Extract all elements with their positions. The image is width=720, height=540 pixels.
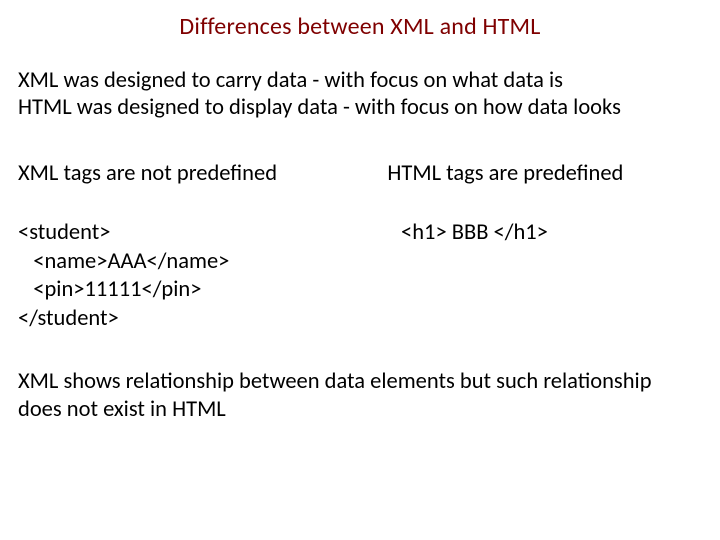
- xml-code-line-4: </student>: [18, 305, 401, 334]
- xml-tags-heading: XML tags are not predefined: [18, 160, 387, 187]
- xml-code-line-2: <name>AAA</name>: [18, 248, 401, 277]
- html-tags-heading: HTML tags are predefined: [387, 160, 702, 187]
- tags-col-xml: XML tags are not predefined: [18, 160, 387, 187]
- xml-code-line-3: <pin>11111</pin>: [18, 276, 401, 305]
- intro-line-html: HTML was designed to display data - with…: [18, 94, 702, 121]
- slide-title: Differences between XML and HTML: [18, 12, 702, 41]
- footer-block: XML shows relationship between data elem…: [18, 368, 702, 423]
- xml-code-line-1: <student>: [18, 219, 401, 248]
- tags-row: XML tags are not predefined HTML tags ar…: [18, 160, 702, 187]
- html-code-line-1: <h1> BBB </h1>: [401, 219, 702, 248]
- code-row: <student> <name>AAA</name> <pin>11111</p…: [18, 219, 702, 334]
- footer-line-2: does not exist in HTML: [18, 396, 702, 423]
- xml-code-block: <student> <name>AAA</name> <pin>11111</p…: [18, 219, 401, 334]
- slide: Differences between XML and HTML XML was…: [0, 0, 720, 540]
- tags-col-html: HTML tags are predefined: [387, 160, 702, 187]
- footer-line-1: XML shows relationship between data elem…: [18, 368, 702, 395]
- intro-block: XML was designed to carry data - with fo…: [18, 67, 702, 122]
- intro-line-xml: XML was designed to carry data - with fo…: [18, 67, 702, 94]
- html-code-block: <h1> BBB </h1>: [401, 219, 702, 334]
